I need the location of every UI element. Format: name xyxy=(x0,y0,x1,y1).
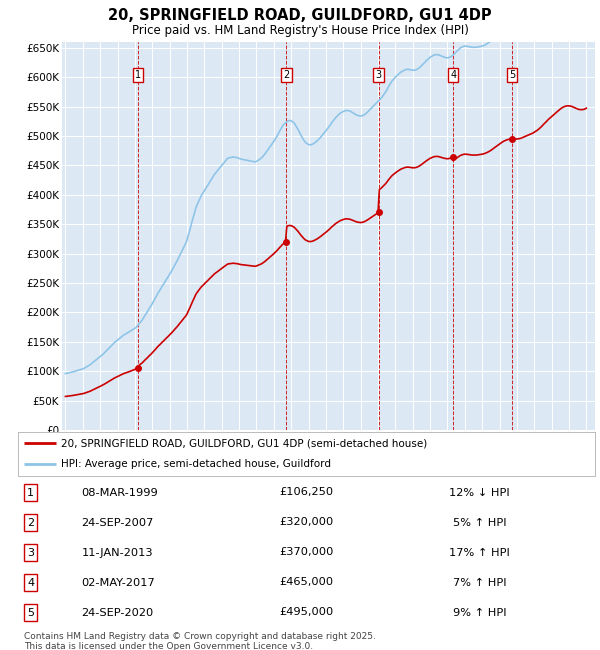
Text: 12% ↓ HPI: 12% ↓ HPI xyxy=(449,488,510,497)
Text: 24-SEP-2020: 24-SEP-2020 xyxy=(82,608,154,617)
Text: 24-SEP-2007: 24-SEP-2007 xyxy=(82,517,154,528)
Text: 20, SPRINGFIELD ROAD, GUILDFORD, GU1 4DP: 20, SPRINGFIELD ROAD, GUILDFORD, GU1 4DP xyxy=(108,8,492,23)
Text: 1: 1 xyxy=(27,488,34,497)
Text: 2: 2 xyxy=(283,70,290,80)
Text: 20, SPRINGFIELD ROAD, GUILDFORD, GU1 4DP (semi-detached house): 20, SPRINGFIELD ROAD, GUILDFORD, GU1 4DP… xyxy=(61,438,428,448)
Text: HPI: Average price, semi-detached house, Guildford: HPI: Average price, semi-detached house,… xyxy=(61,459,331,469)
Text: 5: 5 xyxy=(509,70,515,80)
Text: £320,000: £320,000 xyxy=(280,517,334,528)
Text: 3: 3 xyxy=(27,547,34,558)
Text: £465,000: £465,000 xyxy=(280,577,334,588)
Text: Price paid vs. HM Land Registry's House Price Index (HPI): Price paid vs. HM Land Registry's House … xyxy=(131,24,469,37)
Text: £370,000: £370,000 xyxy=(280,547,334,558)
Text: 5: 5 xyxy=(27,608,34,617)
Text: 3: 3 xyxy=(376,70,382,80)
Text: 5% ↑ HPI: 5% ↑ HPI xyxy=(453,517,506,528)
Text: £106,250: £106,250 xyxy=(280,488,334,497)
Text: 08-MAR-1999: 08-MAR-1999 xyxy=(82,488,158,497)
Text: 4: 4 xyxy=(450,70,456,80)
Text: 9% ↑ HPI: 9% ↑ HPI xyxy=(453,608,506,617)
Text: 7% ↑ HPI: 7% ↑ HPI xyxy=(453,577,506,588)
Text: 02-MAY-2017: 02-MAY-2017 xyxy=(82,577,155,588)
Text: 1: 1 xyxy=(135,70,141,80)
Text: £495,000: £495,000 xyxy=(280,608,334,617)
Text: 2: 2 xyxy=(27,517,34,528)
Text: Contains HM Land Registry data © Crown copyright and database right 2025.
This d: Contains HM Land Registry data © Crown c… xyxy=(24,632,376,650)
Text: 17% ↑ HPI: 17% ↑ HPI xyxy=(449,547,510,558)
Text: 4: 4 xyxy=(27,577,34,588)
Text: 11-JAN-2013: 11-JAN-2013 xyxy=(82,547,153,558)
